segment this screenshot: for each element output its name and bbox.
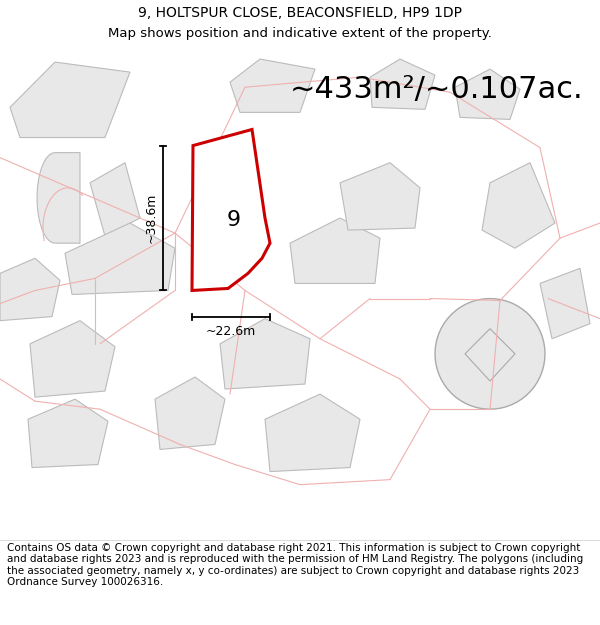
Polygon shape xyxy=(0,258,60,321)
Polygon shape xyxy=(90,162,140,236)
Text: 9: 9 xyxy=(227,210,241,230)
Polygon shape xyxy=(28,399,108,468)
Polygon shape xyxy=(370,59,435,109)
Text: ~22.6m: ~22.6m xyxy=(206,324,256,338)
Polygon shape xyxy=(155,377,225,449)
Polygon shape xyxy=(37,152,80,243)
Polygon shape xyxy=(465,329,515,381)
Polygon shape xyxy=(265,394,360,472)
Polygon shape xyxy=(10,62,130,138)
Text: ~38.6m: ~38.6m xyxy=(145,193,158,243)
Polygon shape xyxy=(482,162,555,248)
Polygon shape xyxy=(540,268,590,339)
Polygon shape xyxy=(455,69,520,119)
Polygon shape xyxy=(220,319,310,389)
Polygon shape xyxy=(230,59,315,112)
Polygon shape xyxy=(290,218,380,283)
Text: Contains OS data © Crown copyright and database right 2021. This information is : Contains OS data © Crown copyright and d… xyxy=(7,542,583,588)
Polygon shape xyxy=(340,162,420,230)
Polygon shape xyxy=(435,299,545,409)
Polygon shape xyxy=(30,321,115,397)
Text: 9, HOLTSPUR CLOSE, BEACONSFIELD, HP9 1DP: 9, HOLTSPUR CLOSE, BEACONSFIELD, HP9 1DP xyxy=(138,6,462,20)
Text: ~433m²/~0.107ac.: ~433m²/~0.107ac. xyxy=(290,75,584,104)
Polygon shape xyxy=(65,223,175,294)
Text: Map shows position and indicative extent of the property.: Map shows position and indicative extent… xyxy=(108,27,492,40)
Polygon shape xyxy=(192,129,270,291)
